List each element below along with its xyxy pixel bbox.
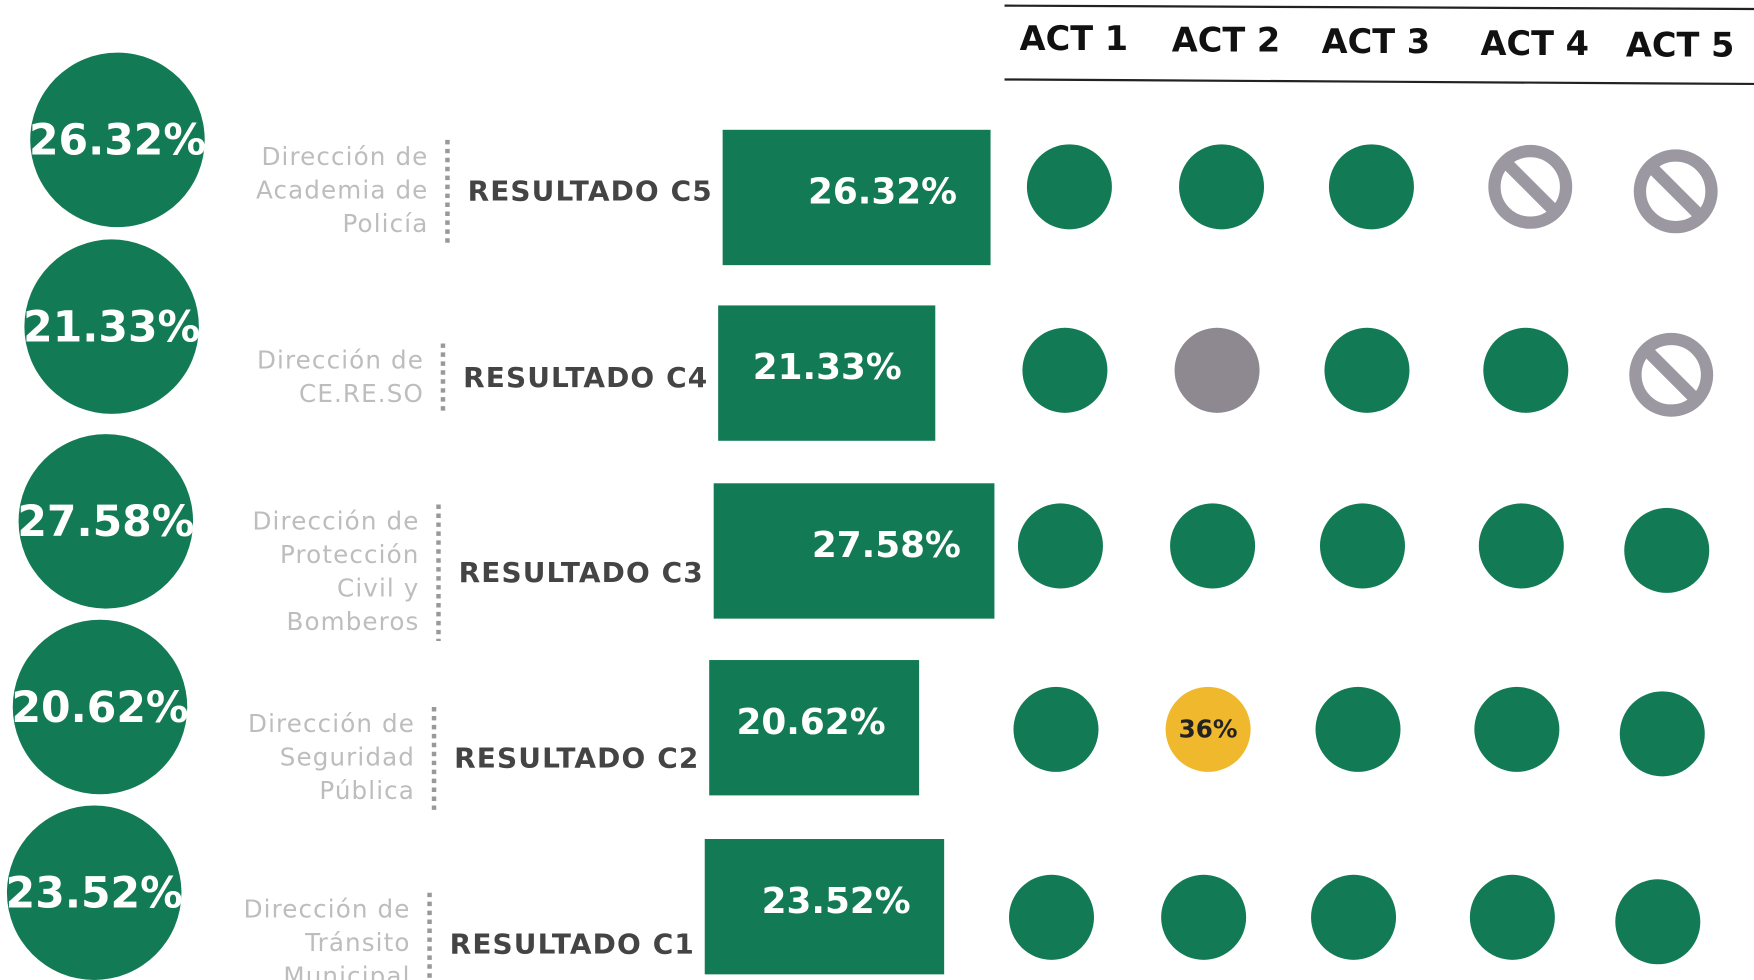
act-status	[1008, 874, 1095, 960]
act-status	[1022, 327, 1108, 413]
department-line: Tránsito	[304, 928, 410, 957]
act-status	[1319, 503, 1405, 589]
act-blocked-ring	[1488, 144, 1573, 229]
department-line: Civil y	[337, 574, 419, 603]
act-status	[1170, 503, 1256, 589]
department-line: Dirección de	[257, 345, 424, 374]
bar-value: 26.32%	[808, 172, 957, 213]
act-status	[1478, 503, 1564, 589]
department-line: Dirección de	[261, 142, 428, 171]
act-blocked-slash	[1646, 162, 1705, 221]
act-status	[1311, 874, 1397, 960]
act-status	[1174, 327, 1260, 413]
result-bar	[704, 839, 945, 975]
act-header: ACT 3	[1322, 22, 1431, 61]
summary-circle	[24, 239, 199, 414]
act-status	[1315, 686, 1401, 772]
department-line: Seguridad	[280, 742, 415, 771]
result-label: RESULTADO C4	[463, 361, 708, 394]
summary-circle	[12, 619, 188, 795]
bar-value: 21.33%	[753, 347, 902, 388]
summary-value: 23.52%	[6, 870, 183, 919]
act-status	[1474, 686, 1560, 772]
act-blocked-ring	[1629, 332, 1714, 417]
result-label: RESULTADO C5	[468, 174, 713, 207]
act-status	[1017, 503, 1103, 589]
department-line: Municipal	[283, 962, 410, 980]
act-status	[1483, 327, 1569, 413]
summary-value: 20.62%	[11, 684, 188, 733]
result-bar	[718, 305, 936, 441]
summary-value: 27.58%	[17, 498, 194, 547]
summary-circle	[18, 434, 194, 609]
result-bar	[709, 660, 920, 796]
bar-value: 23.52%	[762, 881, 911, 922]
department-line: Pública	[319, 776, 415, 805]
summary-value: 26.32%	[29, 117, 206, 166]
department-line: Policía	[342, 209, 428, 238]
act-status	[1324, 327, 1410, 413]
department-line: Dirección de	[244, 895, 411, 924]
summary-value: 21.33%	[23, 304, 200, 353]
act-percent: 36%	[1179, 715, 1238, 744]
act-status	[1026, 144, 1112, 230]
result-label: RESULTADO C2	[454, 742, 699, 775]
bar-value: 20.62%	[737, 702, 886, 743]
act-status	[1619, 691, 1705, 777]
act-header: ACT 2	[1172, 20, 1281, 59]
department-line: Dirección de	[248, 709, 415, 738]
summary-circle	[30, 52, 205, 228]
act-blocked-ring	[1633, 149, 1718, 234]
act-header: ACT 5	[1626, 26, 1735, 65]
result-label: RESULTADO C1	[450, 927, 695, 960]
bar-value: 27.58%	[812, 525, 961, 566]
act-status	[1624, 507, 1710, 593]
act-header: ACT 4	[1481, 24, 1589, 63]
result-bar	[713, 483, 995, 619]
department-line: Protección	[280, 540, 420, 569]
result-label: RESULTADO C3	[459, 556, 704, 589]
department-line: Dirección de	[253, 506, 420, 535]
act-status	[1469, 874, 1555, 960]
header-top-rule	[1004, 4, 1754, 11]
act-status	[1328, 144, 1414, 230]
department-line: Bomberos	[286, 607, 419, 636]
department-line: CE.RE.SO	[299, 379, 424, 408]
result-bar	[722, 129, 991, 266]
act-status	[1161, 874, 1247, 960]
act-status	[1013, 686, 1099, 772]
act-blocked-slash	[1501, 157, 1560, 216]
department-line: Academia de	[256, 175, 428, 204]
act-status	[1179, 144, 1265, 230]
act-blocked-slash	[1642, 345, 1701, 404]
act-header: ACT 1	[1020, 19, 1129, 58]
act-status	[1615, 879, 1701, 965]
summary-circle	[6, 805, 182, 980]
header-bottom-rule	[1004, 78, 1754, 86]
act-status	[1165, 686, 1251, 772]
